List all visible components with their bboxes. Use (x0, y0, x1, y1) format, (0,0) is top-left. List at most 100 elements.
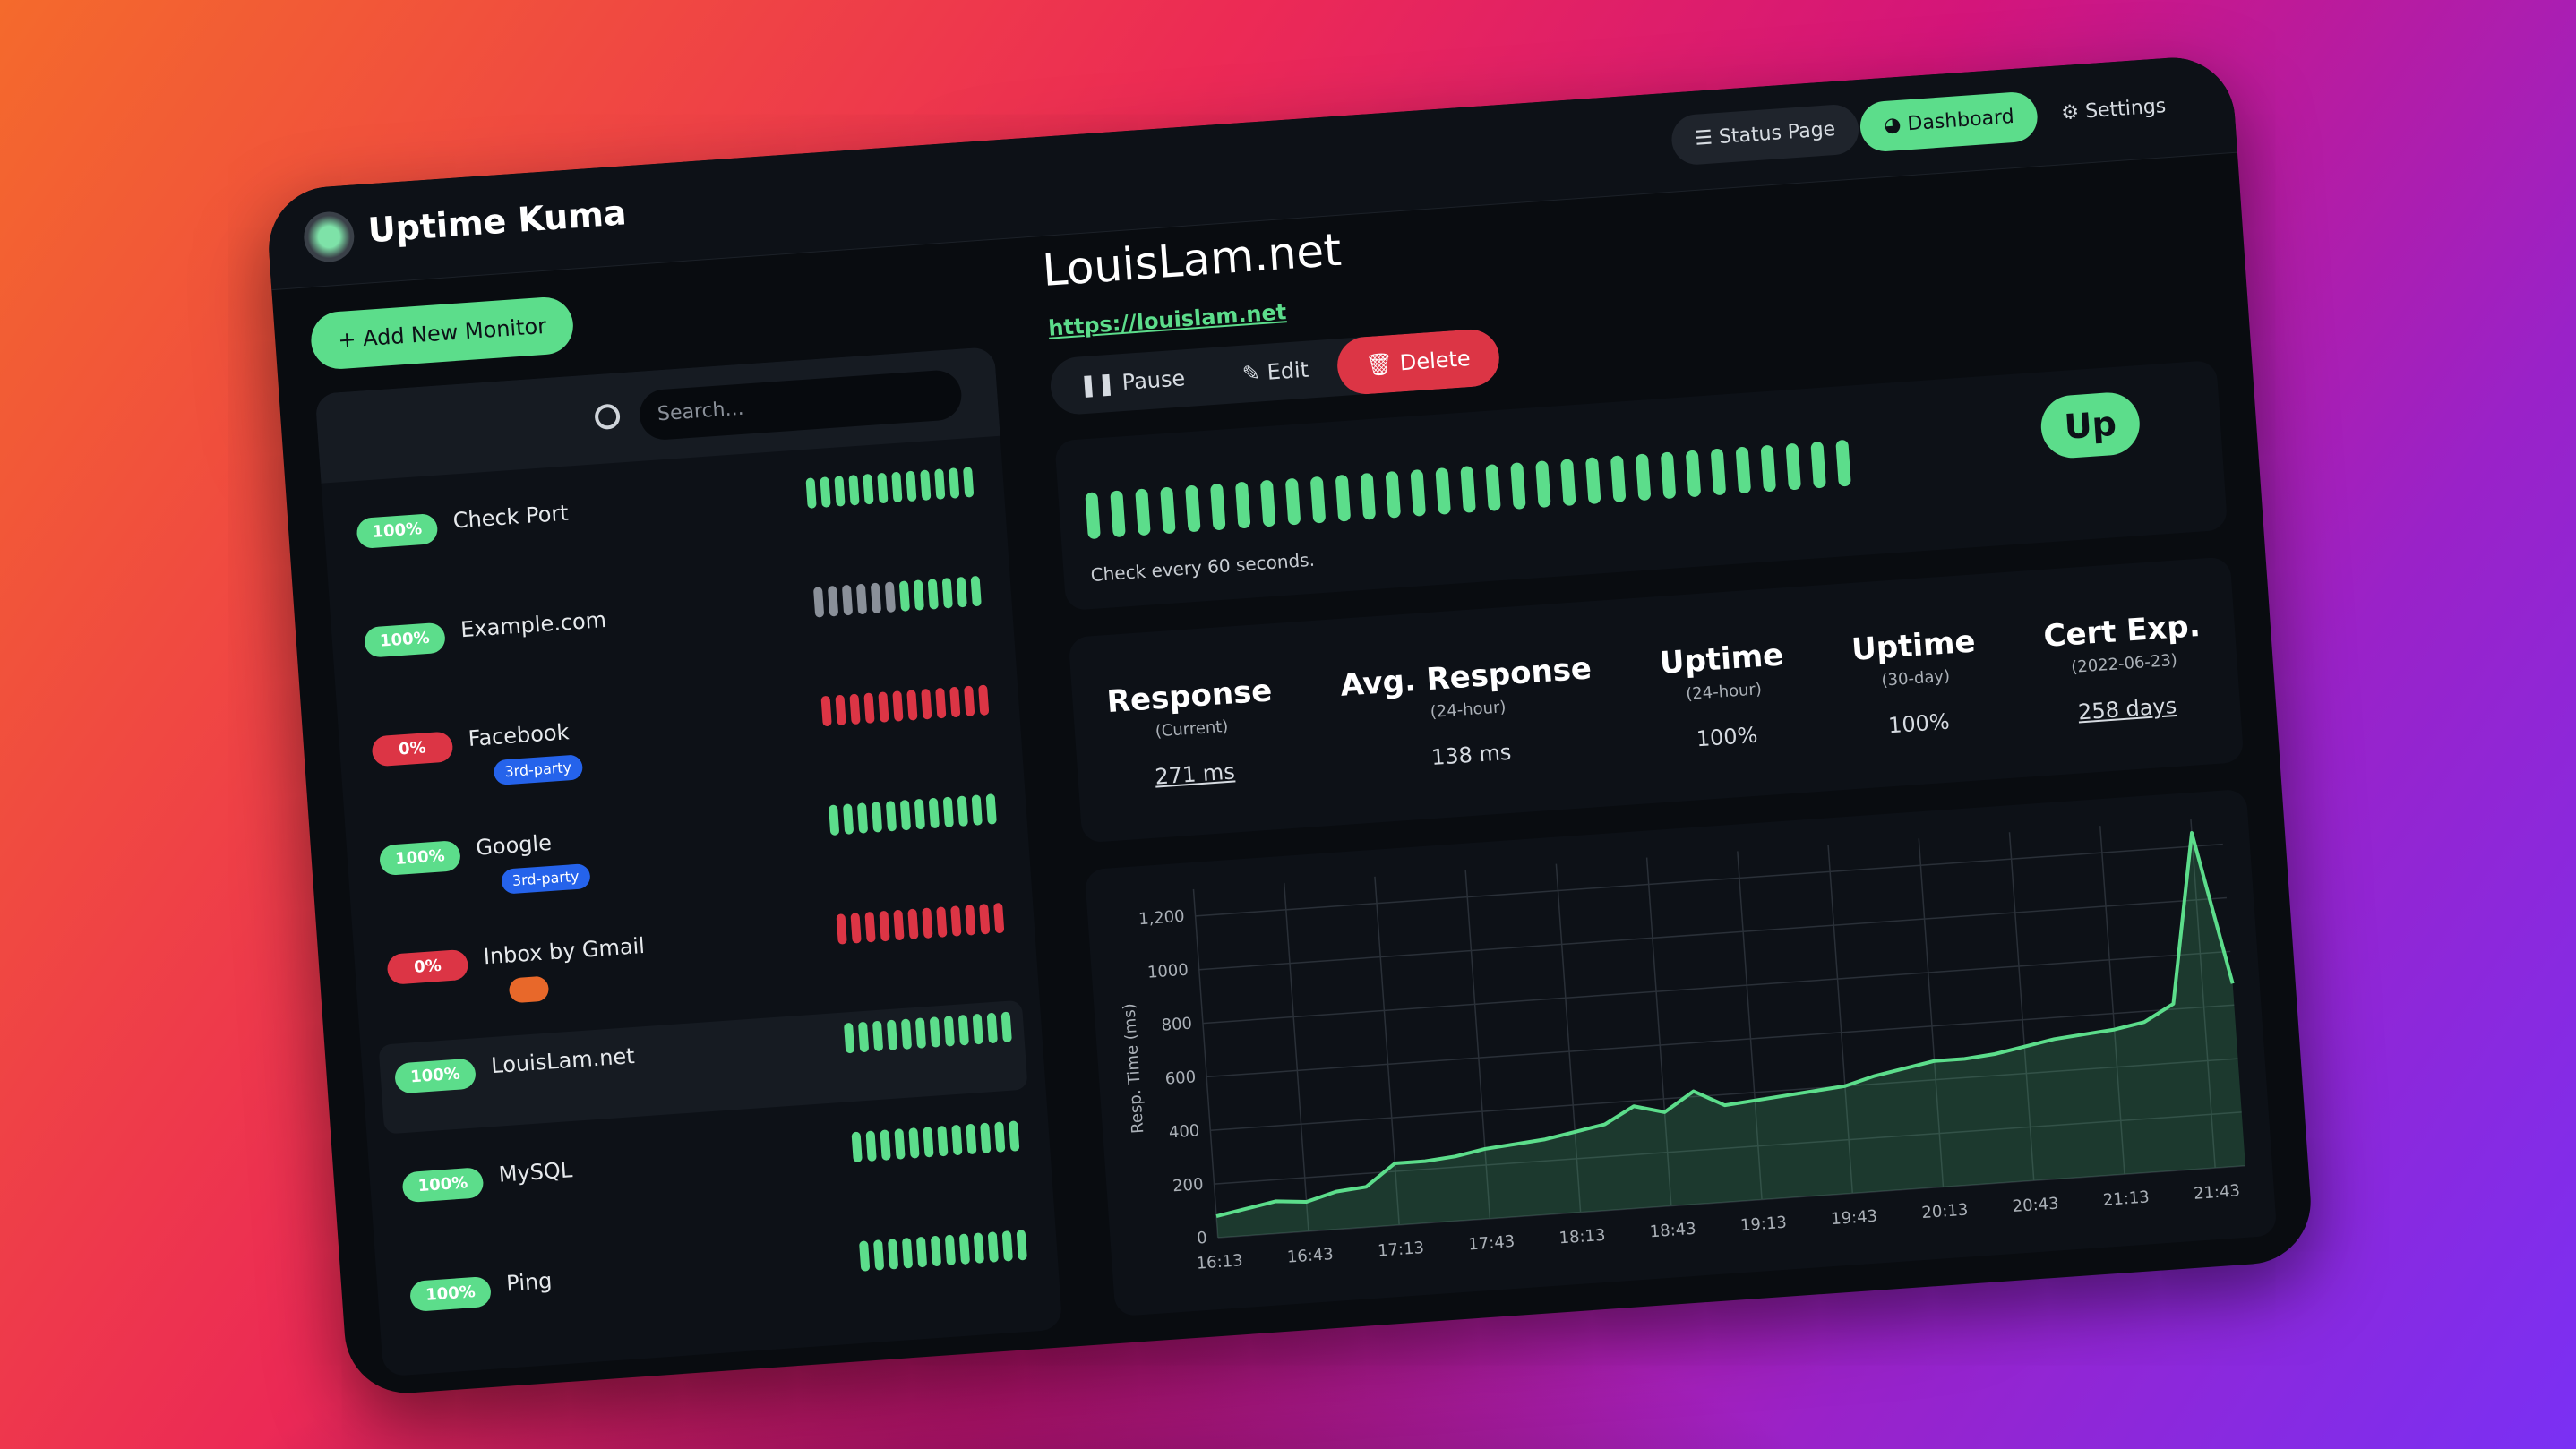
monitor-item[interactable]: 100% MySQL (386, 1109, 1035, 1243)
monitor-item[interactable]: 100% Example.com (348, 564, 997, 699)
heartbeat-bar (887, 1239, 899, 1270)
heartbeat-bar (886, 1019, 898, 1051)
monitor-item[interactable]: 100% Ping (393, 1218, 1043, 1352)
x-tick-label: 20:43 (2012, 1194, 2059, 1216)
grid-line (1198, 896, 2228, 971)
grid-line (1210, 1058, 2238, 1132)
monitor-item[interactable]: 100% Google 3rd-party (363, 782, 1012, 916)
heartbeat-bar (859, 1240, 871, 1272)
grid-line (1555, 863, 1582, 1213)
x-tick-label: 20:13 (1921, 1201, 1969, 1223)
heartbeat-bar (1335, 474, 1352, 522)
heartbeat-bar (828, 804, 840, 836)
heartbeat-bar (843, 1022, 855, 1054)
tag: 3rd-party (493, 754, 583, 786)
stat: Response (Current) 271 ms (1105, 673, 1278, 793)
heartbeat-bar (935, 687, 947, 719)
heartbeat-bar (900, 1018, 913, 1050)
heartbeat-bar (884, 581, 897, 613)
heartbeat-bar (892, 690, 904, 722)
x-tick-label: 17:13 (1377, 1239, 1424, 1261)
y-tick-label: 400 (1168, 1121, 1200, 1142)
heartbeat-bar (1234, 481, 1251, 529)
heartbeat-bar (1584, 457, 1601, 505)
heartbeat-bar (836, 913, 847, 945)
nav-settings[interactable]: ⚙ Settings (2060, 95, 2168, 125)
heartbeat-bar (978, 684, 990, 716)
x-tick-label: 21:13 (2102, 1187, 2150, 1210)
monitor-item[interactable]: 100% LouisLam.net (378, 999, 1028, 1135)
heartbeat-bar (894, 1128, 906, 1160)
heartbeat-bar (928, 797, 940, 829)
heartbeat-bar (857, 1021, 870, 1053)
tag: 3rd-party (501, 862, 591, 895)
pause-button[interactable]: ❚❚ Pause (1078, 365, 1187, 399)
monitor-item[interactable]: 0% Inbox by Gmail (371, 891, 1020, 1025)
heartbeat-bar (1435, 467, 1451, 515)
delete-button[interactable]: 🗑 Delete (1335, 327, 1501, 397)
y-tick-label: 600 (1164, 1067, 1197, 1088)
stat-value: 100% (1695, 722, 1759, 751)
search-icon (594, 403, 622, 431)
heartbeat-bar (878, 691, 889, 723)
heartbeat-bar (1284, 477, 1301, 526)
search-input[interactable]: Search... (638, 368, 964, 442)
heartbeat-bar (891, 471, 903, 503)
stat-subtitle: (Current) (1155, 716, 1230, 741)
heartbeat-bar (885, 800, 897, 832)
heartbeat-bar (920, 469, 932, 502)
line (1215, 831, 2235, 1218)
heartbeat-bar (1510, 462, 1526, 510)
grid-line (1645, 857, 1672, 1206)
monitor-item[interactable]: 0% Facebook 3rd-party (356, 673, 1005, 808)
heartbeat-bar (921, 688, 932, 720)
monitor-name: Check Port (451, 500, 570, 534)
edit-button[interactable]: ✎ Edit (1241, 356, 1309, 387)
heartbeat-bar (871, 802, 883, 833)
stat-value: 271 ms (1154, 758, 1236, 790)
grid-line (1283, 882, 1309, 1231)
heartbeat-bar (870, 582, 882, 614)
add-monitor-button[interactable]: + Add New Monitor (309, 295, 576, 372)
chart-card: Resp. Time (ms) 0 200 400 600 800 1000 1,200 16:… (1084, 788, 2278, 1317)
uptime-badge: 100% (356, 512, 439, 550)
heartbeat-bar (1160, 486, 1176, 535)
heartbeat-bar (971, 794, 983, 826)
heartbeat-bar (1660, 451, 1677, 500)
y-axis-label: Resp. Time (ms) (1120, 1003, 1147, 1135)
heartbeat-bar (805, 477, 817, 509)
heartbeat-bar (914, 1017, 927, 1049)
heartbeat-bar (1001, 1230, 1013, 1262)
y-tick-label: 0 (1197, 1229, 1208, 1248)
monitor-name: LouisLam.net (490, 1042, 636, 1079)
nav-dashboard[interactable]: ◕ Dashboard (1859, 90, 2039, 153)
x-tick-label: 18:43 (1649, 1220, 1696, 1242)
heartbeat-bar (863, 692, 875, 724)
heartbeat-bar (879, 910, 890, 942)
nav-label: Settings (2084, 95, 2168, 124)
y-tick-label: 200 (1172, 1175, 1205, 1196)
uptime-badge: 100% (363, 622, 447, 658)
monitor-name: Facebook (467, 719, 571, 751)
x-tick-label: 21:43 (2193, 1181, 2240, 1204)
heartbeat-bar (1785, 442, 1802, 491)
heartbeat-bar (1710, 448, 1727, 496)
heartbeat-bar (958, 1233, 971, 1265)
heartbeat-bar (950, 905, 962, 937)
nav-status-page[interactable]: ☰ Status Page (1670, 103, 1860, 167)
grid-line (1918, 838, 1945, 1187)
heartbeat-bar (956, 576, 967, 608)
nav-label: Dashboard (1906, 105, 2015, 136)
monitor-url[interactable]: https://louislam.net (1047, 299, 1288, 341)
heartbeat-bar (930, 1235, 942, 1267)
heartbeat-bar (1009, 1120, 1020, 1152)
heartbeat-bar (906, 690, 918, 721)
heartbeat-bar (1385, 470, 1402, 519)
heartbeat-bar (880, 1129, 891, 1161)
uptime-badge: 100% (408, 1275, 493, 1313)
uptime-badge: 0% (371, 731, 454, 767)
heartbeat-bar (1016, 1229, 1027, 1261)
heartbeat-bar (951, 1124, 963, 1156)
y-tick-label: 800 (1161, 1014, 1193, 1034)
